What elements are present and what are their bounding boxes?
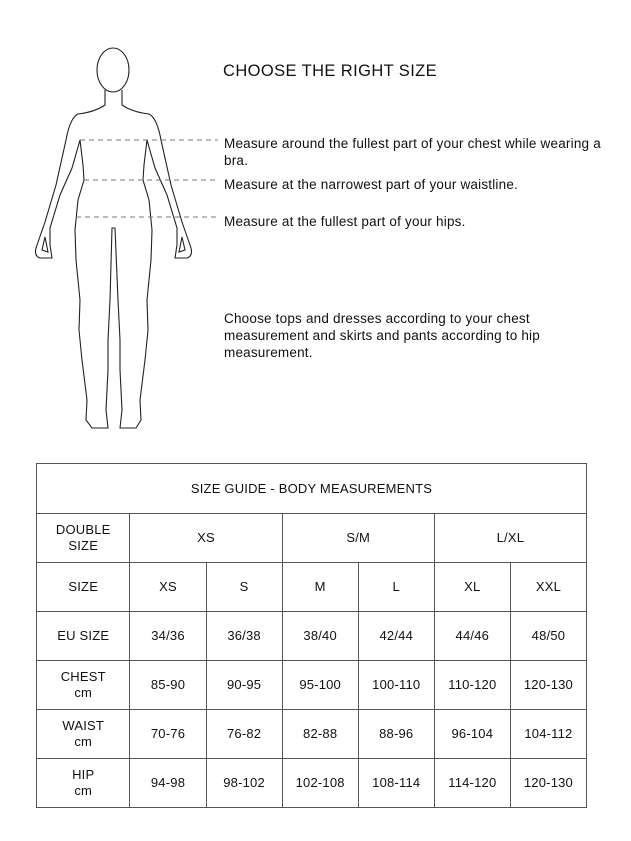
- cell: 88-96: [357, 709, 435, 759]
- table-title: SIZE GUIDE - BODY MEASUREMENTS: [36, 463, 587, 514]
- size-guide-table: SIZE GUIDE - BODY MEASUREMENTS DOUBLE SI…: [35, 463, 588, 808]
- cell: XS: [129, 562, 207, 612]
- cell: 108-114: [357, 758, 435, 808]
- table-row: CHEST cm 85-90 90-95 95-100 100-110 110-120 120…: [35, 660, 588, 710]
- cell: 76-82: [205, 709, 283, 759]
- table-row: SIZE XS S M L XL XXL: [35, 562, 588, 612]
- cell: S/M: [281, 513, 435, 563]
- cell: 90-95: [205, 660, 283, 710]
- cell: 96-104: [433, 709, 511, 759]
- cell: L: [357, 562, 435, 612]
- double-size-row: DOUBLE SIZE XS S/M L/XL: [35, 513, 588, 563]
- unit-label: cm: [74, 685, 93, 700]
- waist-instruction: Measure at the narrowest part of your wa…: [224, 177, 518, 192]
- cell: 120-130: [509, 660, 588, 710]
- cell: M: [281, 562, 359, 612]
- cell: 120-130: [509, 758, 588, 808]
- cell: 114-120: [433, 758, 511, 808]
- row-label: DOUBLE SIZE: [35, 513, 131, 563]
- body-figure-illustration: [34, 47, 218, 429]
- row-label: WAIST cm: [35, 709, 131, 759]
- cell: 94-98: [129, 758, 207, 808]
- unit-label: cm: [74, 783, 93, 798]
- cell: 36/38: [205, 611, 283, 661]
- unit-label: cm: [74, 734, 93, 749]
- cell: XXL: [509, 562, 588, 612]
- cell: 38/40: [281, 611, 359, 661]
- cell: XS: [129, 513, 283, 563]
- cell: 42/44: [357, 611, 435, 661]
- hips-instruction: Measure at the fullest part of your hips…: [224, 214, 466, 229]
- row-label: CHEST cm: [35, 660, 131, 710]
- cell: 44/46: [433, 611, 511, 661]
- cell: 82-88: [281, 709, 359, 759]
- cell: 34/36: [129, 611, 207, 661]
- page-title: CHOOSE THE RIGHT SIZE: [223, 62, 438, 80]
- row-label: EU SIZE: [35, 611, 131, 661]
- cell: 98-102: [205, 758, 283, 808]
- cell: 102-108: [281, 758, 359, 808]
- cell: 104-112: [509, 709, 588, 759]
- cell: 95-100: [281, 660, 359, 710]
- table-row: WAIST cm 70-76 76-82 82-88 88-96 96-104 104-112: [35, 709, 588, 759]
- size-advice: Choose tops and dresses according to you…: [224, 311, 540, 360]
- cell: L/XL: [433, 513, 588, 563]
- table-row: HIP cm 94-98 98-102 102-108 108-114 114-120 120…: [35, 758, 588, 808]
- cell: 100-110: [357, 660, 435, 710]
- cell: XL: [433, 562, 511, 612]
- cell: 48/50: [509, 611, 588, 661]
- cell: 70-76: [129, 709, 207, 759]
- row-label: SIZE: [35, 562, 131, 612]
- cell: 85-90: [129, 660, 207, 710]
- cell: 110-120: [433, 660, 511, 710]
- row-label: HIP cm: [35, 758, 131, 808]
- chest-instruction: Measure around the fullest part of your …: [224, 136, 601, 168]
- table-row: EU SIZE 34/36 36/38 38/40 42/44 44/46 48/50: [35, 611, 588, 661]
- cell: S: [205, 562, 283, 612]
